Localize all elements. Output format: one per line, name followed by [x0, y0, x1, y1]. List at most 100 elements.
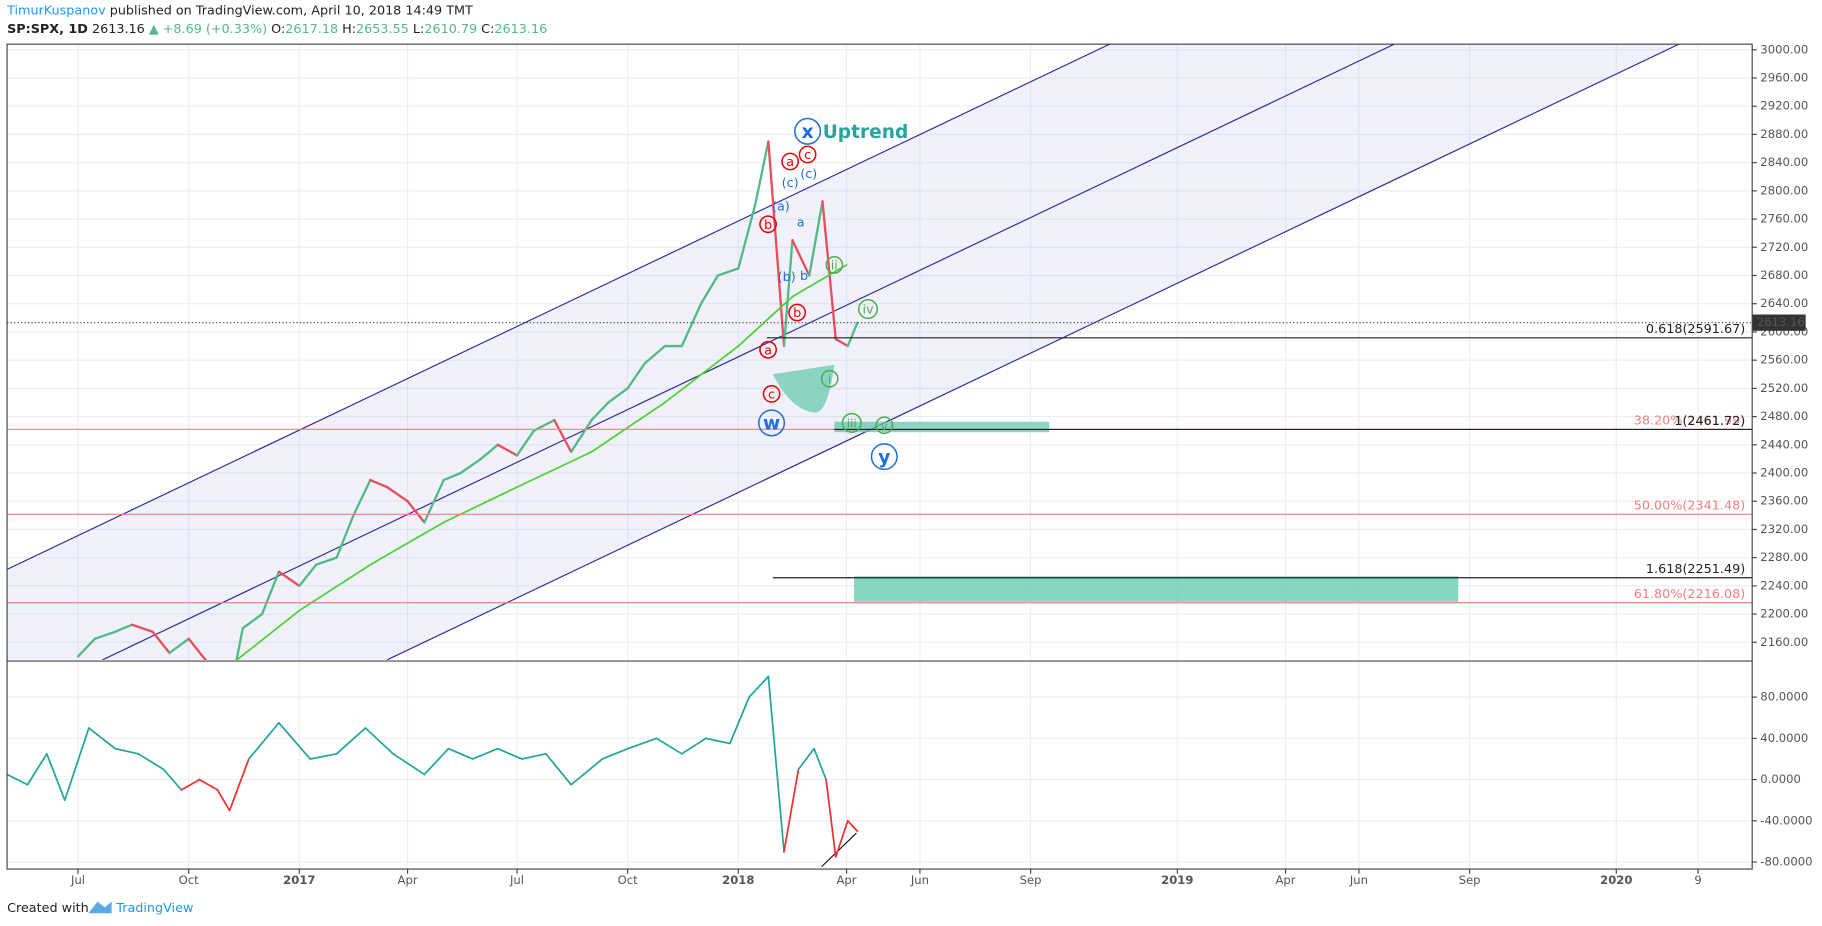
wave-label: Uptrend [823, 122, 909, 143]
series-segment [130, 623, 154, 633]
x-tick-label: Oct [179, 873, 200, 887]
wave-label: c [768, 388, 775, 403]
logo [88, 901, 112, 914]
x-tick-label: Jul [509, 873, 524, 887]
series-segment [808, 200, 824, 277]
ohlc-value: 2613.16 [494, 22, 547, 37]
y-tick-label: 2400.00 [1760, 466, 1808, 480]
series-segment [369, 521, 445, 566]
symbol: SP:SPX, 1D [7, 22, 88, 37]
y-tick-label: 80.0000 [1760, 690, 1808, 704]
y-tick-label: 2680.00 [1760, 268, 1808, 282]
wave-label: b [764, 218, 772, 233]
y-tick-label: 2760.00 [1760, 212, 1808, 226]
ohlc-label: C: [481, 22, 494, 37]
series-segment [114, 747, 140, 755]
ohlc-label: H: [342, 22, 356, 37]
series-segment [569, 418, 593, 454]
wave-circle [788, 303, 807, 322]
y-tick-label: 2520.00 [1760, 381, 1808, 395]
series-segment [114, 623, 134, 633]
series-segment [767, 675, 785, 853]
y-tick-label: 2200.00 [1760, 607, 1808, 621]
series-segment [607, 387, 629, 404]
series-segment [797, 747, 815, 771]
published: published on TradingView.com, April 10, … [110, 3, 473, 18]
footer-text: Created with [7, 901, 89, 916]
series-segment [423, 478, 445, 524]
series-segment [626, 737, 658, 750]
series-segment [228, 758, 250, 812]
wave-circle [841, 412, 862, 433]
series-segment [553, 418, 573, 454]
series-segment [369, 478, 389, 489]
author[interactable]: TimurKuspanov [6, 3, 106, 18]
series-segment [783, 768, 800, 853]
series-segment [834, 819, 849, 858]
y-tick-label: 2960.00 [1760, 71, 1808, 85]
projection-shape [772, 364, 835, 413]
y-tick-label: 2880.00 [1760, 127, 1808, 141]
series-segment [846, 321, 859, 348]
series-segment [137, 752, 165, 771]
y-tick-label: 2320.00 [1760, 522, 1808, 536]
x-tick-label: 2018 [722, 873, 754, 887]
series-segment [447, 747, 474, 760]
y-tick-label: 2560.00 [1760, 353, 1808, 367]
series-segment [515, 429, 536, 457]
price-plot [7, 140, 1753, 660]
x-tick-label: Apr [837, 873, 857, 887]
wave-circle [759, 215, 777, 234]
series-segment [93, 630, 117, 640]
y-tick-label: 2440.00 [1760, 437, 1808, 451]
header-line-2: SP:SPX, 1D 2613.16 ▲ +8.69 (+0.33%) O:26… [7, 22, 547, 37]
series-segment [235, 627, 244, 660]
series-segment [406, 500, 426, 524]
wave-label: b [793, 306, 801, 321]
series-segment [570, 758, 604, 786]
x-tick-label: 2019 [1161, 873, 1193, 887]
y-tick-label: 2360.00 [1760, 494, 1808, 508]
series-segment [385, 485, 409, 503]
fib-label: 38.20%(2461.99) [1634, 414, 1745, 429]
ohlc-label: O: [271, 22, 285, 37]
series-segment [151, 630, 171, 655]
footer-brand[interactable]: TradingView [115, 901, 193, 916]
wave-label: i [828, 372, 832, 387]
wave-circle [875, 416, 894, 435]
wave-circle [825, 256, 844, 274]
wave-circle [794, 117, 822, 145]
series-segment [516, 450, 593, 488]
wave-label: v [881, 419, 888, 433]
y-tick-label: 2240.00 [1760, 578, 1808, 592]
x-tick-label: Jul [70, 873, 85, 887]
annotations: 0.618(2591.67) 38.20%(2461.99)1(2461.72) 5… [758, 117, 1745, 602]
series-segment [479, 443, 499, 461]
x-tick-label: 9 [1694, 873, 1701, 887]
series-segment [791, 239, 811, 277]
series-segment [63, 727, 90, 802]
series-segment [601, 747, 629, 760]
ohlc-label: L: [413, 22, 424, 37]
wave-label: b [800, 269, 808, 284]
wave-label: ii [831, 259, 838, 274]
channel-bottom [386, 44, 1680, 660]
fib-label: 61.80%(2216.08) [1634, 587, 1745, 602]
wave-label: w [763, 414, 780, 435]
series-segment [704, 737, 731, 745]
y-tick-label: 3000.00 [1760, 42, 1808, 56]
fib-label: 1(2461.72) [1674, 414, 1745, 429]
y-tick-label: 2480.00 [1760, 409, 1808, 423]
series-segment [277, 570, 301, 588]
series-segment [26, 752, 48, 786]
x-tick-label: Oct [618, 873, 639, 887]
last: 2613.16 [92, 22, 145, 37]
series-segment [680, 302, 703, 348]
y-tick-label: 2840.00 [1760, 155, 1808, 169]
series-segment [335, 727, 367, 755]
y-tick-label: 2640.00 [1760, 296, 1808, 310]
wave-circle [781, 152, 800, 171]
series-segment [423, 747, 450, 776]
